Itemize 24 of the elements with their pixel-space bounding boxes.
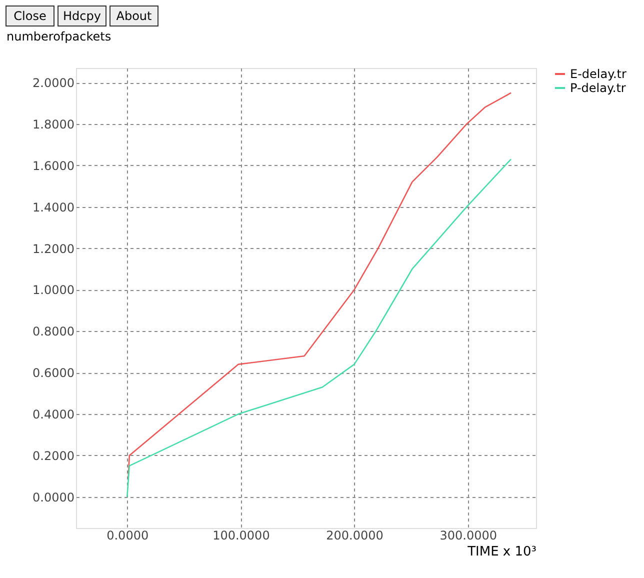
x-tick-label: 200.0000 [326, 528, 384, 542]
y-tick-label: 0.8000 [32, 324, 74, 339]
y-tick-label: 0.2000 [32, 448, 74, 463]
y-axis-title: numberofpackets [6, 30, 112, 44]
y-tick-label: 1.0000 [32, 283, 74, 298]
text: Close [14, 9, 46, 23]
y-tick-label: 1.8000 [32, 117, 74, 132]
y-tick-label: 1.6000 [32, 158, 74, 173]
y-tick-label: 0.0000 [32, 490, 74, 504]
y-tick-label: 0.4000 [32, 408, 74, 422]
x-tick-label: 0.0000 [106, 528, 149, 542]
line-series [126, 158, 512, 498]
legend-label: E-delay.tr [570, 67, 627, 81]
legend-label: P-delay.tr [570, 81, 626, 95]
y-tick-label: 0.6000 [32, 366, 74, 380]
y-tick-label: 1.4000 [32, 200, 74, 214]
line-series [128, 92, 512, 479]
x-tick-label: 300.0000 [440, 528, 497, 542]
text: Hdcpy [63, 9, 101, 23]
x-tick-label: 100.0000 [212, 528, 270, 542]
text: About [116, 9, 152, 23]
x-axis-title: TIME x 10³ [466, 544, 536, 560]
y-tick-label: 1.2000 [32, 242, 74, 256]
y-tick-label: 2.0000 [32, 76, 74, 90]
